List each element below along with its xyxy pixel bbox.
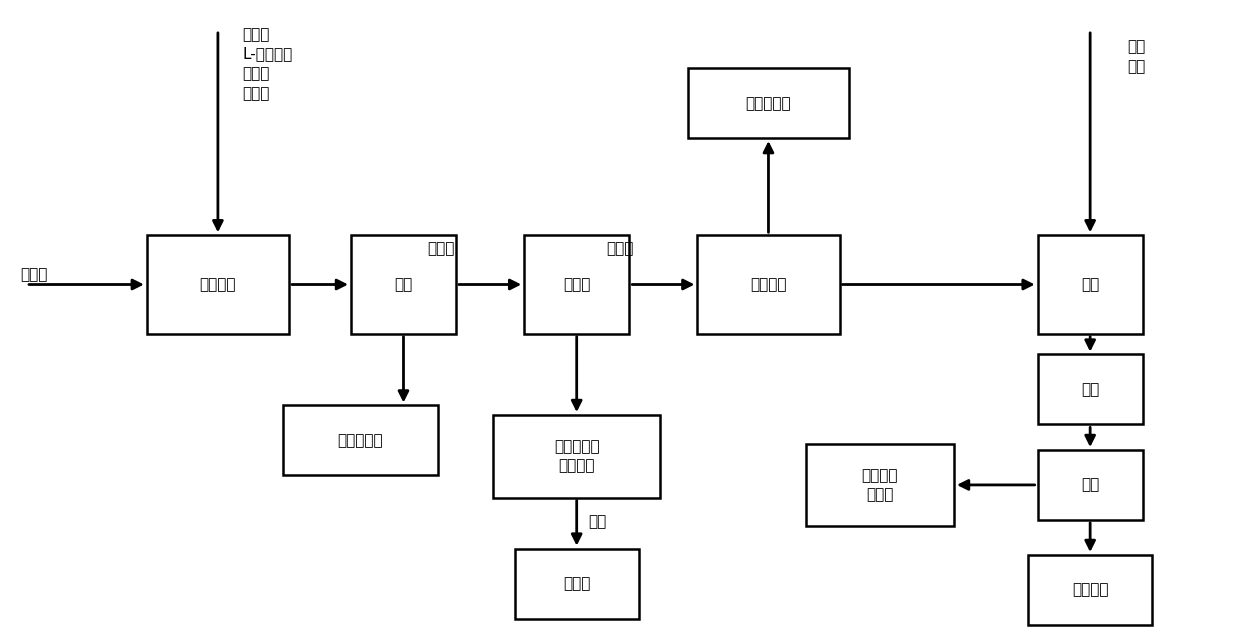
Bar [515,548,639,619]
Bar [1038,235,1143,334]
Text: 提纯: 提纯 [1081,277,1100,292]
Text: 反应液: 反应液 [427,241,454,256]
Bar [283,405,438,475]
Bar [494,415,660,498]
Text: 精选: 精选 [588,514,606,528]
Text: 混合
溶剂: 混合 溶剂 [1127,40,1146,74]
Text: 抽滤: 抽滤 [1081,477,1100,493]
Text: 减压旋蒸: 减压旋蒸 [750,277,786,292]
Text: 回收的混
合溶剂: 回收的混 合溶剂 [862,468,898,502]
Text: 过滤二: 过滤二 [563,277,590,292]
Bar [351,235,456,334]
Text: 脂肪酶: 脂肪酶 [563,576,590,591]
Bar [806,443,954,527]
Text: 过滤: 过滤 [394,277,413,292]
Text: 叔丁醇: 叔丁醇 [20,268,47,282]
Bar [1028,555,1152,625]
Text: 棕榈酸
L-抗坏血酸
分子筛
脂肪酶: 棕榈酸 L-抗坏血酸 分子筛 脂肪酶 [243,27,293,101]
Bar [146,235,289,334]
Text: 真空干燥: 真空干燥 [1071,582,1109,597]
Text: 酯化反应: 酯化反应 [200,277,236,292]
Bar [688,68,849,138]
Text: 反应液: 反应液 [606,241,634,256]
Text: 回收叔丁醇: 回收叔丁醇 [745,96,791,111]
Text: 分子筛回收: 分子筛回收 [337,433,383,448]
Text: 脂肪酶及破
碎分子筛: 脂肪酶及破 碎分子筛 [554,440,599,473]
Bar [525,235,629,334]
Bar [1038,450,1143,520]
Text: 结晶: 结晶 [1081,382,1100,397]
Bar [1038,355,1143,424]
Bar [697,235,839,334]
